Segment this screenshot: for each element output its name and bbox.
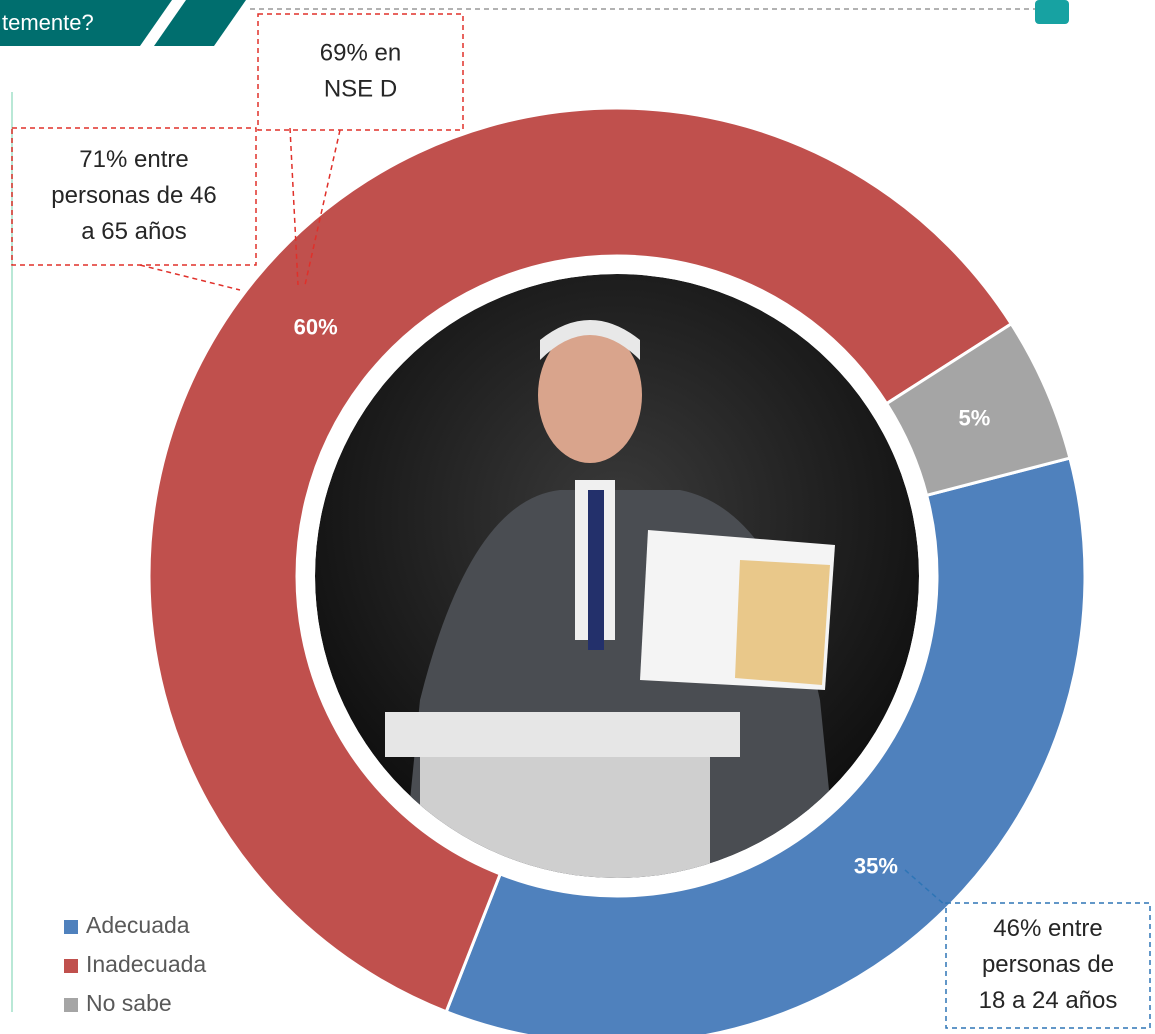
header-banner [0, 0, 172, 46]
donut-slice [444, 456, 1087, 1034]
legend-label: Adecuada [86, 912, 190, 938]
data-label: 5% [958, 406, 990, 431]
data-labels: 35% 60% 5% [294, 314, 991, 878]
annotation-box [11, 127, 257, 266]
header-chevron [154, 0, 246, 46]
data-label: 35% [854, 853, 898, 878]
photo [315, 274, 919, 878]
annotation-text: personas de [982, 951, 1114, 978]
annotation-text: 46% entre [993, 915, 1102, 942]
annotation-text: 18 a 24 años [979, 987, 1118, 1014]
annotations: 69% en NSE D 71% entre personas de 46 a 65 a… [11, 13, 1151, 1029]
annotation-box [257, 13, 464, 131]
annotation-text: NSE D [324, 75, 397, 102]
annotation-text: a 65 años [81, 218, 186, 245]
header-badge [1035, 0, 1069, 24]
annotation-text: 71% entre [79, 146, 188, 173]
legend: Adecuada Inadecuada No sabe [64, 912, 206, 1016]
donut [147, 106, 1087, 1034]
legend-swatch [64, 998, 78, 1012]
annotation-text: personas de 46 [51, 182, 216, 209]
annotation-text: 69% en [320, 39, 401, 66]
legend-label: Inadecuada [86, 951, 206, 977]
donut-slice [884, 321, 1072, 498]
donut-slice [147, 106, 1014, 1014]
legend-label: No sabe [86, 990, 172, 1016]
header-title: temente? [2, 10, 94, 35]
legend-swatch [64, 959, 78, 973]
data-label: 60% [294, 314, 338, 339]
connector [139, 264, 241, 291]
annotation-box [945, 902, 1151, 1029]
legend-swatch [64, 920, 78, 934]
